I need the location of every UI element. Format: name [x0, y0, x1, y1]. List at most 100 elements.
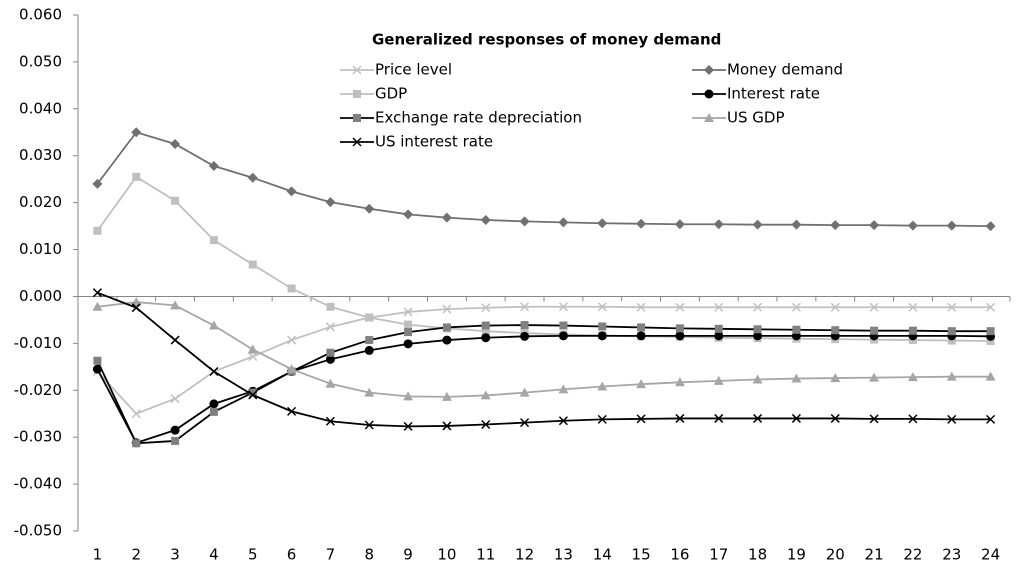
data-point: [441, 391, 452, 401]
y-tick-label: 0.060: [19, 6, 62, 24]
data-point: [830, 413, 840, 423]
data-point: [714, 413, 724, 423]
data-point: [675, 413, 685, 423]
x-tick-label: 6: [287, 546, 297, 564]
data-point: [674, 377, 685, 387]
legend-label: Price level: [375, 61, 452, 79]
x-tick-label: 18: [748, 546, 767, 564]
x-tick-label: 20: [826, 546, 845, 564]
data-point: [791, 219, 802, 230]
data-point: [325, 378, 336, 388]
data-point: [519, 387, 530, 397]
x-tick-label: 19: [787, 546, 806, 564]
data-point: [520, 418, 530, 428]
chart-title: Generalized responses of money demand: [372, 31, 721, 49]
x-tick-label: 1: [93, 546, 103, 564]
data-point: [287, 284, 296, 293]
data-point: [597, 414, 607, 424]
data-point: [287, 335, 297, 345]
data-point: [131, 303, 141, 313]
data-point: [170, 300, 181, 310]
data-point: [92, 288, 102, 298]
y-tick-label: 0.030: [19, 146, 62, 164]
legend-marker: [353, 90, 361, 98]
data-point: [675, 324, 684, 333]
data-point: [869, 414, 879, 424]
y-tick-label: -0.010: [14, 334, 62, 352]
data-point: [947, 414, 957, 424]
data-point: [752, 219, 763, 230]
x-tick-label: 16: [670, 546, 689, 564]
data-point: [209, 236, 218, 245]
data-point: [753, 331, 763, 341]
data-point: [208, 320, 219, 330]
y-tick-label: -0.050: [14, 522, 62, 540]
legend-label: Interest rate: [727, 85, 820, 103]
x-tick-label: 3: [170, 546, 180, 564]
data-point: [170, 139, 181, 149]
data-point: [364, 387, 375, 397]
x-tick-label: 11: [476, 546, 495, 564]
data-point: [92, 178, 103, 189]
data-point: [131, 297, 142, 307]
data-point: [985, 221, 996, 232]
data-point: [286, 186, 297, 197]
data-point: [869, 372, 880, 382]
data-point: [753, 413, 763, 423]
data-point: [713, 219, 724, 230]
x-tick-label: 14: [593, 546, 612, 564]
legend-label: US GDP: [727, 109, 785, 127]
data-point: [209, 407, 218, 416]
data-point: [986, 414, 996, 424]
data-point: [558, 416, 568, 426]
series-line: [96, 175, 991, 342]
data-point: [403, 209, 414, 220]
legend-label: US interest rate: [375, 133, 493, 151]
data-point: [481, 303, 491, 313]
data-point: [986, 337, 995, 346]
x-tick-label: 13: [554, 546, 573, 564]
data-point: [947, 327, 956, 336]
x-tick-label: 12: [515, 546, 534, 564]
data-point: [247, 344, 258, 354]
data-point: [636, 414, 646, 424]
data-point: [325, 197, 336, 208]
data-point: [519, 216, 530, 227]
data-point: [714, 324, 723, 333]
data-point: [636, 302, 646, 312]
data-point: [171, 436, 180, 445]
data-point: [675, 302, 685, 312]
data-point: [132, 172, 141, 181]
x-tick-label: 8: [364, 546, 374, 564]
data-point: [364, 345, 374, 355]
data-point: [209, 366, 219, 377]
data-point: [365, 313, 374, 322]
data-point: [170, 335, 180, 345]
x-tick-label: 5: [248, 546, 258, 564]
data-point: [248, 351, 258, 362]
data-point: [636, 379, 647, 389]
data-point: [830, 373, 841, 383]
data-point: [441, 212, 452, 223]
data-point: [326, 302, 335, 311]
legend-marker: [352, 137, 362, 147]
data-point: [908, 414, 918, 424]
data-point: [792, 325, 801, 334]
data-point: [442, 421, 452, 431]
series-line: [96, 131, 991, 227]
data-point: [93, 356, 102, 365]
legend-label: Exchange rate depreciation: [375, 109, 582, 127]
data-point: [326, 348, 335, 357]
data-point: [286, 364, 297, 374]
data-point: [403, 391, 414, 401]
data-point: [947, 336, 956, 345]
data-point: [442, 335, 452, 345]
data-point: [170, 394, 180, 404]
data-point: [481, 333, 491, 343]
data-point: [986, 327, 995, 336]
data-point: [404, 328, 413, 337]
data-point: [791, 373, 802, 383]
data-point: [946, 220, 957, 231]
y-tick-label: 0.050: [19, 52, 62, 70]
